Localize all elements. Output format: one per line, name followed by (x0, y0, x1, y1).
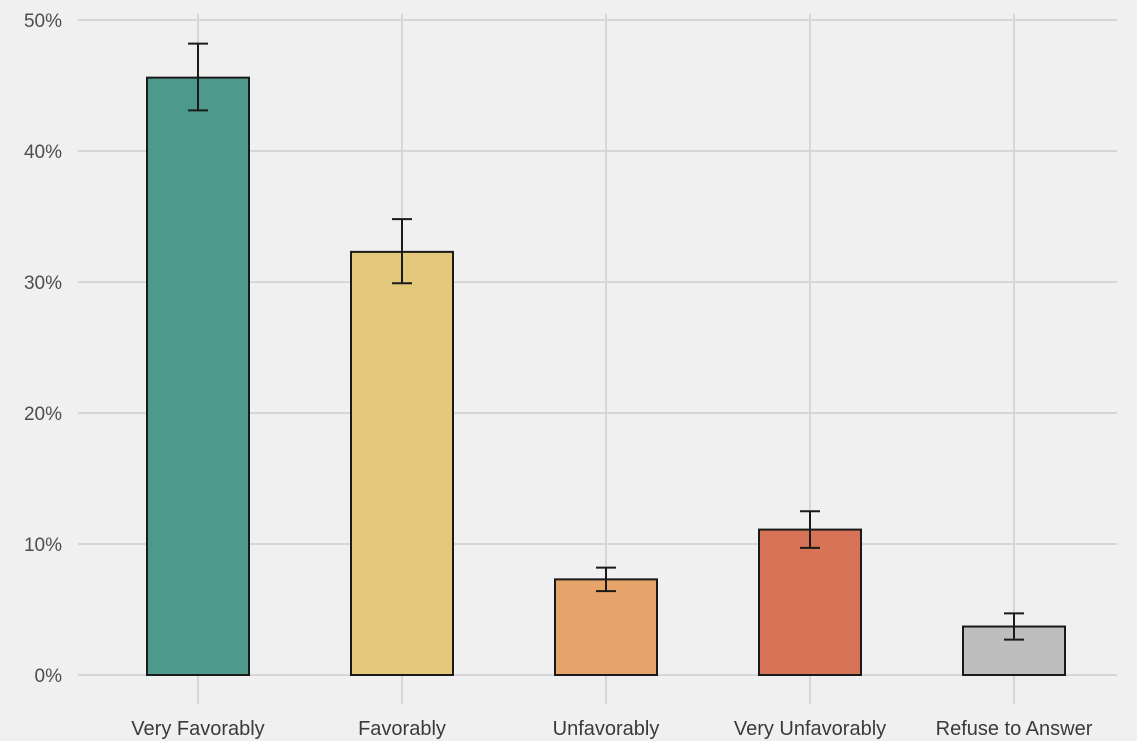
y-axis: 0% 10% 20% 30% 40% 50% (24, 11, 62, 687)
bars (146, 76, 1066, 677)
error-bar (188, 42, 208, 112)
x-tick-label: Favorably (358, 718, 446, 740)
error-bar (596, 566, 616, 593)
x-tick-label: Very Favorably (131, 718, 264, 740)
error-bars (188, 42, 1024, 641)
bar-unfavorably (554, 578, 658, 676)
error-bar (392, 218, 412, 285)
y-tick-label: 30% (24, 273, 62, 294)
y-tick-label: 40% (24, 142, 62, 163)
y-tick-label: 10% (24, 535, 62, 556)
y-tick-label: 20% (24, 404, 62, 425)
error-bar (800, 510, 820, 549)
y-tick-label: 0% (35, 666, 63, 687)
bar-very-favorably (146, 76, 250, 676)
bar-favorably (350, 250, 454, 676)
y-tick-label: 50% (24, 11, 62, 32)
bar-very-unfavorably (758, 528, 862, 677)
x-axis: Very Favorably Favorably Unfavorably Very U… (131, 718, 1092, 740)
error-bar (1004, 612, 1024, 641)
x-tick-label: Very Unfavorably (734, 718, 886, 740)
x-tick-label: Unfavorably (553, 718, 660, 740)
x-tick-label: Refuse to Answer (936, 718, 1093, 740)
